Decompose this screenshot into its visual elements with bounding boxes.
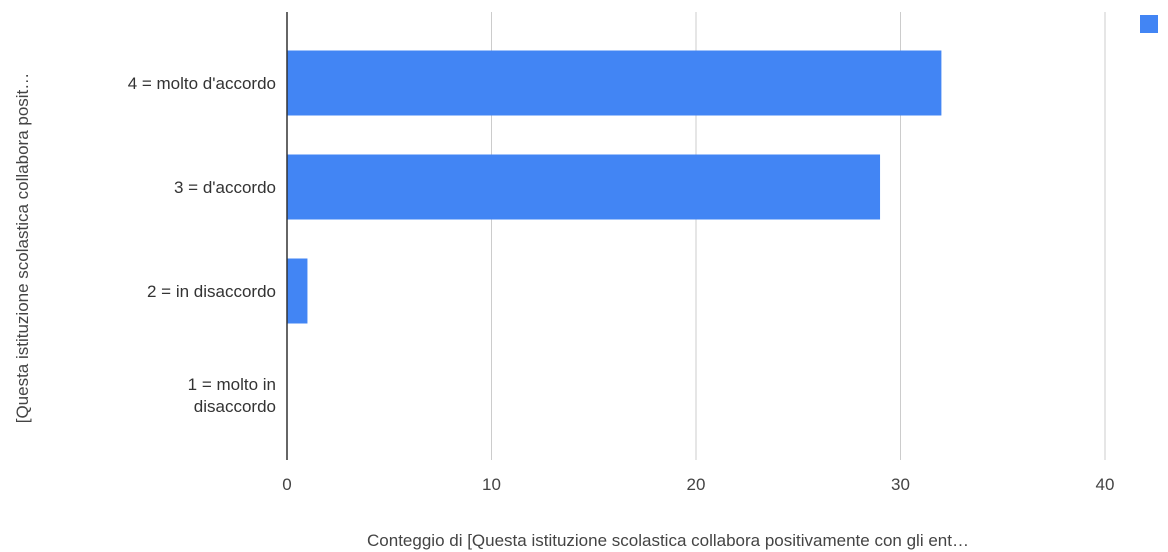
- category-label: 4 = molto d'accordo: [128, 74, 276, 93]
- bar-1[interactable]: [287, 50, 942, 116]
- category-labels: 4 = molto d'accordo 3 = d'accordo 2 = in d…: [128, 74, 276, 416]
- bar-2[interactable]: [287, 154, 881, 220]
- category-label: 2 = in disaccordo: [147, 282, 276, 301]
- x-tick-label: 30: [891, 475, 910, 494]
- legend-swatch[interactable]: [1140, 15, 1158, 33]
- bars: [287, 50, 942, 324]
- x-tick-label: 10: [482, 475, 501, 494]
- y-axis-title: [Questa istituzione scolastica collabora…: [13, 73, 32, 424]
- x-tick-label: 0: [282, 475, 291, 494]
- category-label: 1 = molto in disaccordo: [188, 375, 276, 416]
- x-tick-label: 20: [687, 475, 706, 494]
- bar-3[interactable]: [287, 258, 308, 324]
- x-axis-title: Conteggio di [Questa istituzione scolast…: [367, 531, 969, 550]
- category-label: 3 = d'accordo: [174, 178, 276, 197]
- x-tick-labels: 0 10 20 30 40: [282, 475, 1114, 494]
- x-tick-label: 40: [1096, 475, 1115, 494]
